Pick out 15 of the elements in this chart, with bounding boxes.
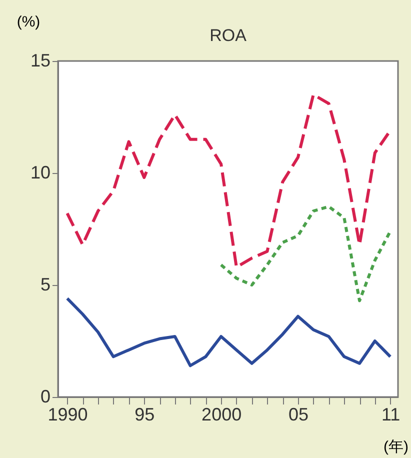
chart-title: ROA [210, 26, 248, 45]
x-tick-label: 1990 [48, 404, 88, 424]
y-tick-label: 15 [30, 50, 50, 70]
y-axis-title: (%) [16, 14, 40, 30]
x-tick-label: 05 [288, 404, 309, 424]
line-series [220, 205, 392, 302]
x-tick-label: 2000 [202, 404, 242, 424]
line-series [66, 296, 392, 368]
y-tick-label: 0 [40, 386, 50, 406]
line-series [66, 93, 392, 269]
y-tick-label: 10 [30, 162, 50, 182]
y-tick-label: 5 [40, 274, 50, 294]
x-tick-label: 95 [134, 404, 155, 424]
x-axis-title: (年) [384, 438, 408, 456]
x-tick-label: 11 [381, 404, 400, 424]
